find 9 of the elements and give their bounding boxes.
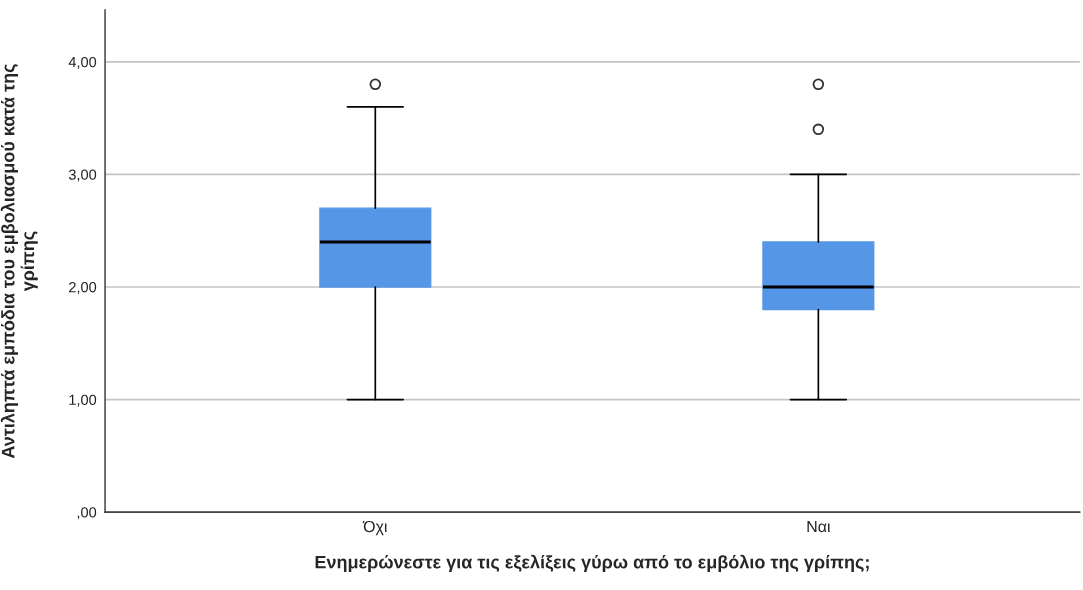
y-tick-label: 3,00 <box>68 169 97 182</box>
y-tick-label: 4,00 <box>68 56 97 69</box>
x-axis-title: Ενημερώνεστε για τις εξελίξεις γύρω από το εμβόλιο της γρίπης; <box>315 554 869 573</box>
x-tick-label: Ναι <box>807 521 831 533</box>
x-tick-label: Όχι <box>362 520 388 536</box>
y-tick-label: ,00 <box>77 507 97 520</box>
y-tick-label: 2,00 <box>69 282 97 295</box>
y-tick-label: 1,00 <box>69 394 97 407</box>
y-axis-title: Αντιληπτά εμπόδια του εμβολιασμού κατά της γρίπης <box>0 64 38 459</box>
